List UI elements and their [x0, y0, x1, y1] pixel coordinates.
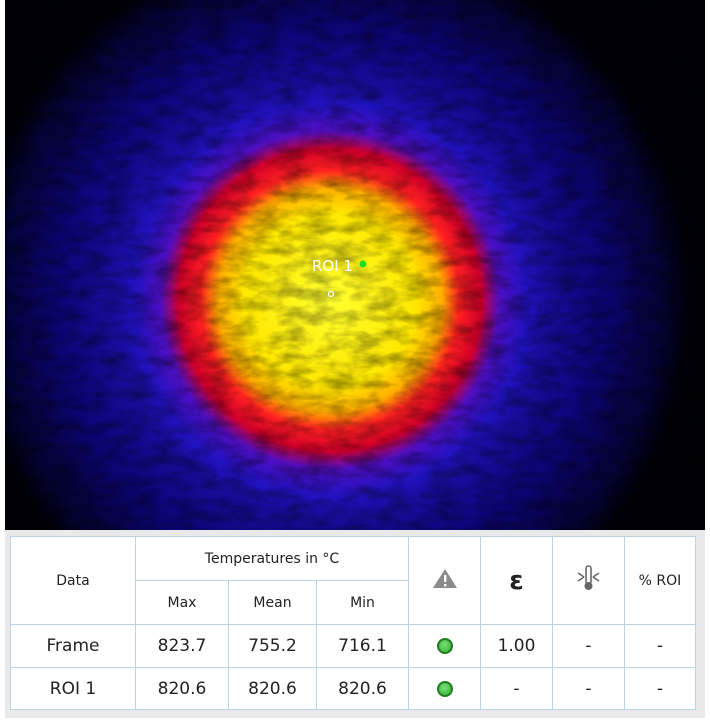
row-name: ROI 1: [10, 667, 136, 710]
thermal-image: ROI 1: [5, 0, 705, 530]
header-min: Min: [316, 580, 409, 625]
roi-percent-cell: -: [624, 624, 696, 668]
header-warning: [408, 536, 481, 625]
status-cell: [408, 667, 481, 710]
min-cell: 820.6: [316, 667, 409, 710]
header-max: Max: [135, 580, 229, 625]
ambient-cell: -: [552, 624, 625, 668]
roi-percent-cell: -: [624, 667, 696, 710]
warning-icon: [432, 569, 457, 588]
roi-label: ROI 1: [312, 257, 353, 275]
status-cell: [408, 624, 481, 668]
min-cell: 716.1: [316, 624, 409, 668]
status-ok: [436, 680, 453, 697]
status-ok: [436, 638, 453, 654]
header-data: Data: [10, 536, 136, 625]
mean-cell: 820.6: [228, 667, 317, 710]
max-cell: 823.7: [135, 624, 229, 668]
header-roi-percent: % ROI: [624, 536, 696, 625]
emissivity-cell: -: [480, 667, 553, 710]
max-cell: 820.6: [135, 667, 229, 710]
header-temperatures: Temperatures in °C: [135, 536, 409, 581]
thermometer-icon: [577, 565, 599, 590]
data-table: Data Temperatures in °C ε % ROI Max Mean…: [10, 536, 696, 710]
ambient-cell: -: [552, 667, 625, 710]
row-name: Frame: [10, 624, 136, 668]
roi-marker: [359, 260, 367, 268]
mean-cell: 755.2: [228, 624, 317, 668]
data-panel: Data Temperatures in °C ε % ROI Max Mean…: [5, 530, 705, 718]
header-mean: Mean: [228, 580, 317, 625]
vignette: [5, 0, 705, 530]
emissivity-cell: 1.00: [480, 624, 553, 668]
header-ambient: [552, 536, 625, 625]
header-emissivity: ε: [480, 536, 553, 625]
center-marker: [327, 290, 335, 298]
